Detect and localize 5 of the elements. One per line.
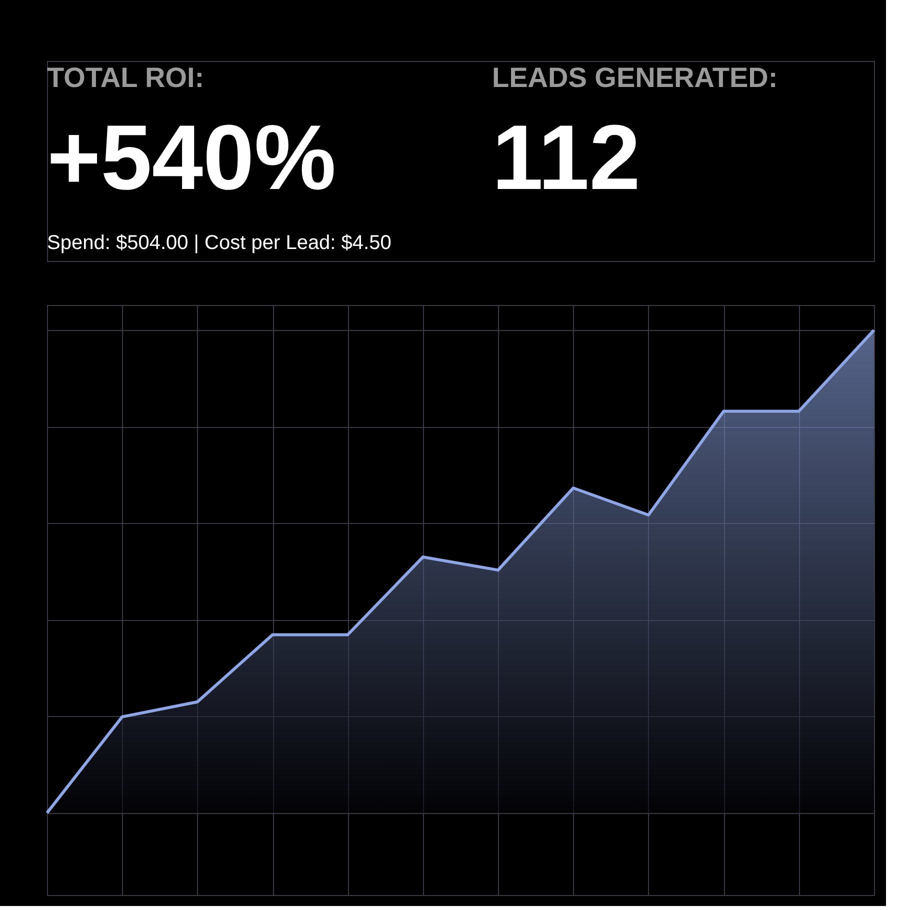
text: LEADS GENERATED: <box>492 62 778 93</box>
text: TOTAL ROI: <box>47 62 204 93</box>
text: 112 <box>492 107 640 209</box>
text: +540% <box>47 107 336 209</box>
text: Spend: $504.00 | Cost per Lead: $4.50 <box>47 232 392 254</box>
